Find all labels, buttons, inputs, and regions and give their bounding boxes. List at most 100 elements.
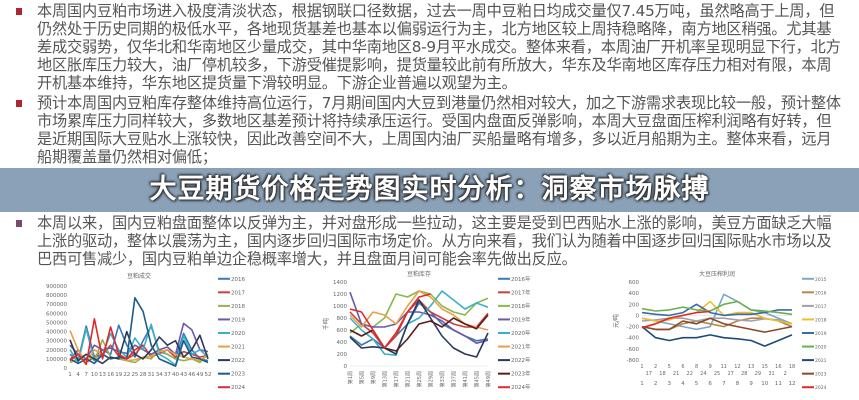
legend-label: 2023 — [815, 372, 827, 378]
y-tick-label: 0 — [64, 366, 68, 372]
x-tick-label: 10 — [761, 381, 768, 387]
x-tick-label: 第13周 — [382, 371, 389, 387]
y-tick-label: 0 — [636, 313, 640, 319]
x-tick-label-sub: 9 — [709, 364, 712, 370]
legend-label: 2022 — [231, 358, 245, 364]
series-line-2021 — [69, 330, 209, 364]
legend-label: 2022年 — [511, 356, 531, 364]
x-tick-label: 第37周 — [451, 371, 458, 387]
x-tick-label-sub: 8 — [695, 364, 698, 370]
x-tick-label: 49 — [196, 372, 203, 378]
series-line-2024 — [69, 317, 144, 366]
series-line-2021 — [641, 325, 793, 347]
legend-label: 2016 — [231, 277, 245, 283]
series-line-2015 — [641, 293, 793, 331]
x-tick-label-sub: 18 — [789, 364, 795, 370]
legend-label: 2016年 — [511, 275, 531, 283]
x-tick-label: 22 — [123, 372, 130, 378]
x-tick-label: 第17周 — [393, 371, 400, 387]
series-line-2023 — [641, 317, 793, 333]
x-tick-label: 19 — [115, 372, 122, 378]
y-tick-label: 400 — [629, 291, 640, 297]
x-tick-label: 4 — [76, 372, 80, 378]
y-tick-label: 1200 — [333, 292, 347, 298]
series-line-2022年 — [349, 299, 489, 358]
y-tick-label: 1000 — [333, 304, 347, 310]
legend-label: 2023年 — [511, 370, 531, 378]
x-tick-label-sub: 12 — [734, 364, 740, 370]
y-tick-label: 100000 — [46, 357, 67, 363]
x-tick-label-sub: 2 — [654, 364, 657, 370]
x-tick-label: 10 — [91, 372, 98, 378]
legend-label: 2021 — [231, 345, 245, 351]
x-tick-label: 第5周 — [359, 371, 366, 384]
legend-label: 2017 — [231, 290, 245, 296]
legend-label: 2024年 — [511, 383, 531, 391]
x-tick-label: 37 — [164, 372, 171, 378]
x-tick-label: 43 — [180, 372, 187, 378]
y-tick-label: -800 — [627, 358, 640, 364]
y-tick-label: 200 — [337, 352, 348, 358]
x-tick-label: 16 — [107, 372, 114, 378]
x-tick-label: 11 — [775, 381, 782, 387]
legend-label: 2024 — [815, 385, 827, 391]
x-tick-label: 52 — [205, 372, 212, 378]
x-tick-label: 3 — [668, 381, 672, 387]
x-tick-label: 28 — [140, 372, 147, 378]
y-axis-label: 元/吨 — [612, 314, 620, 328]
x-tick-label: 13 — [99, 372, 106, 378]
x-tick-label: 31 — [148, 372, 155, 378]
x-tick-label-sub: 16 — [775, 364, 781, 370]
legend-label: 2023 — [231, 372, 245, 378]
chart-soymeal-volume: 豆粕成交 0 100000 200000 300000 400000 500000 60000… — [46, 272, 245, 391]
y-tick-label: -200 — [627, 325, 640, 331]
x-tick-label-sub: 28 — [741, 371, 747, 377]
bullet-marker — [16, 220, 22, 227]
series-line-2018 — [69, 339, 209, 364]
y-tick-label: -400 — [627, 336, 640, 342]
x-tick-label: 25 — [131, 372, 138, 378]
legend-label: 2016 — [815, 290, 827, 296]
x-tick-label: 7 — [84, 372, 88, 378]
x-tick-label: 第29周 — [428, 371, 435, 387]
series-line-2020年 — [349, 290, 489, 356]
x-tick-label: 7 — [722, 381, 726, 387]
legend-label: 2019 — [231, 317, 245, 323]
y-tick-label: -600 — [627, 347, 640, 353]
x-tick-label-sub: 29 — [755, 371, 761, 377]
bullet-paragraph-2: 预计本周国内豆粕库存整体维持高位运行，7月期间国内大豆到港量仍然相对较大，加之下… — [16, 94, 846, 166]
series-line-2020 — [69, 323, 209, 367]
legend-label: 2020年 — [511, 329, 531, 337]
overlay-title: 大豆期货价格走势图实时分析：洞察市场脉搏 — [149, 174, 710, 205]
x-tick-label: 第45周 — [474, 371, 481, 387]
series-line-2023 — [69, 296, 209, 367]
series-line-2019年 — [349, 291, 489, 344]
x-tick-label-sub: 1 — [640, 364, 643, 370]
x-tick-label: 6 — [708, 381, 712, 387]
chart-title: 豆粕库存 — [407, 270, 431, 278]
x-tick-label-sub: 13 — [748, 364, 754, 370]
paragraph-text: 本周以来，国内豆粕盘面整体以反弹为主，并对盘形成一些拉动，这主要是受到巴西贴水上… — [37, 214, 832, 268]
x-tick-label: 34 — [156, 372, 163, 378]
legend-label: 2021 — [815, 358, 827, 364]
x-tick-label-sub: 21 — [673, 371, 679, 377]
y-tick-label: 800000 — [46, 293, 67, 299]
y-tick-label: 300000 — [46, 339, 67, 345]
legend-label: 2021年 — [511, 343, 531, 351]
bullet-marker — [16, 8, 22, 15]
legend-label: 2018 — [231, 304, 245, 310]
y-tick-label: 200000 — [46, 348, 67, 354]
bullet-paragraph-3: 本周以来，国内豆粕盘面整体以反弹为主，并对盘形成一些拉动，这主要是受到巴西贴水上… — [16, 214, 846, 268]
x-tick-label: 9 — [749, 381, 753, 387]
x-tick-label: 8 — [736, 381, 740, 387]
legend-label: 2017 — [815, 304, 827, 310]
y-tick-label: 600000 — [46, 311, 67, 317]
x-tick-label: 第33周 — [439, 371, 446, 387]
bullet-marker — [16, 100, 22, 107]
x-tick-label: 第21周 — [405, 371, 412, 387]
y-tick-label: 600 — [337, 328, 348, 334]
legend-label: 2017年 — [511, 288, 531, 296]
x-tick-label-sub: 24 — [700, 371, 706, 377]
